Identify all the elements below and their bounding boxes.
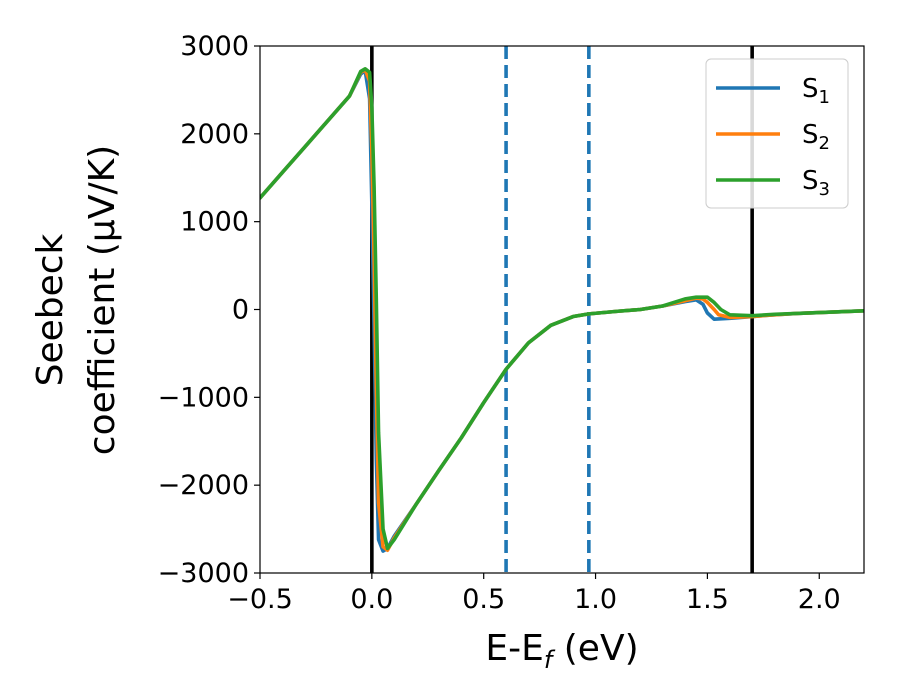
x-tick-label: 1.0 — [574, 584, 617, 615]
y-axis-label-line2: coefficient (μV/K) — [82, 145, 123, 455]
x-axis-label: E-Ef (eV) — [485, 628, 638, 674]
y-tick-label: 0 — [232, 295, 249, 326]
y-axis-label-line1: Seebeck — [30, 233, 71, 386]
x-tick-label: 2.0 — [798, 584, 841, 615]
x-tick-label: 0.5 — [462, 584, 505, 615]
y-tick-label: 2000 — [180, 119, 249, 150]
reference-lines — [370, 46, 754, 573]
legend-label-3: S3 — [802, 166, 830, 200]
x-axis: −0.5 0.0 0.5 1.0 1.5 2.0 — [227, 573, 841, 615]
y-tick-label: −2000 — [158, 470, 249, 501]
series-layer — [260, 67, 864, 553]
y-tick-label: −3000 — [158, 558, 249, 589]
series-line-3 — [260, 67, 864, 551]
legend-label-2: S2 — [802, 120, 830, 154]
y-axis: −3000 −2000 −1000 0 1000 2000 3000 — [158, 31, 260, 589]
x-tick-label: 0.0 — [350, 584, 393, 615]
y-tick-label: 3000 — [180, 31, 249, 62]
x-tick-label: −0.5 — [227, 584, 293, 615]
x-tick-label: 1.5 — [686, 584, 729, 615]
y-tick-label: −1000 — [158, 382, 249, 413]
y-tick-label: 1000 — [180, 207, 249, 238]
legend: S1 S2 S3 — [705, 58, 849, 209]
y-axis-label: Seebeck coefficient (μV/K) — [30, 145, 123, 455]
legend-label-1: S1 — [802, 74, 830, 108]
